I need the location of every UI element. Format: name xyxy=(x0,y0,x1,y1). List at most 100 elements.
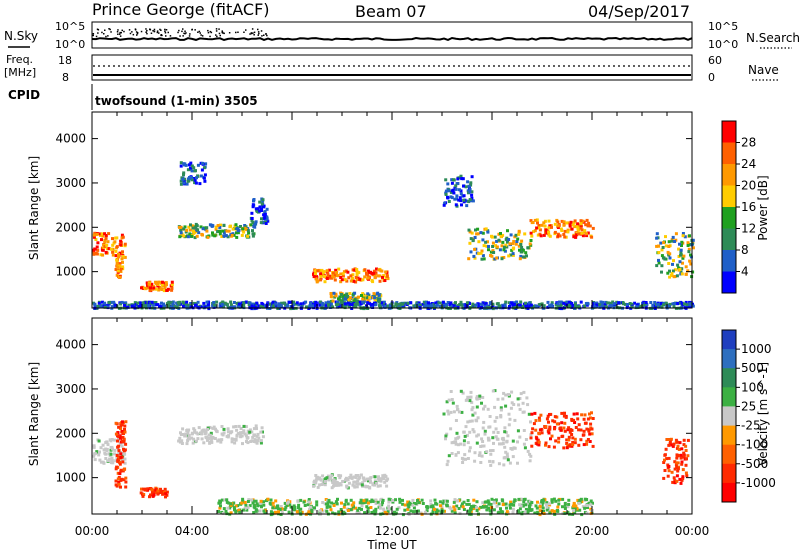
data-cell xyxy=(123,255,127,259)
data-cell xyxy=(572,221,576,225)
data-cell xyxy=(489,452,493,456)
data-cell xyxy=(530,444,534,448)
power-cbar-label: Power [dB] xyxy=(756,175,770,240)
data-cell xyxy=(450,452,454,455)
data-cell xyxy=(151,494,155,498)
data-cell xyxy=(240,233,244,237)
data-cell xyxy=(660,305,664,309)
data-cell xyxy=(444,178,448,182)
data-cell xyxy=(355,278,359,282)
data-cell xyxy=(365,505,369,509)
data-cell xyxy=(677,255,681,258)
data-cell xyxy=(241,227,245,231)
data-cell xyxy=(591,417,595,420)
data-cell xyxy=(338,482,342,486)
data-cell xyxy=(121,250,124,254)
data-cell xyxy=(383,510,387,514)
data-cell xyxy=(332,504,336,507)
data-cell xyxy=(380,269,384,273)
data-cell xyxy=(551,419,555,423)
nsearch-point xyxy=(219,34,221,37)
data-cell xyxy=(338,476,342,480)
data-cell xyxy=(220,425,224,428)
data-cell xyxy=(156,489,160,493)
colorbar-tick-label: 100 xyxy=(741,380,764,394)
data-cell xyxy=(366,506,370,510)
data-cell xyxy=(668,269,671,273)
data-cell xyxy=(411,503,415,507)
data-cell xyxy=(157,288,161,292)
data-cell xyxy=(165,289,169,292)
data-cell xyxy=(350,476,354,480)
data-cell xyxy=(571,504,575,508)
data-cell xyxy=(169,305,173,309)
data-cell xyxy=(675,466,679,469)
nsearch-point xyxy=(215,30,218,32)
data-cell xyxy=(510,248,514,252)
data-cell xyxy=(334,303,338,307)
data-cell xyxy=(104,457,108,460)
data-cell xyxy=(184,230,188,234)
data-cell xyxy=(110,445,114,449)
data-cell xyxy=(436,301,440,305)
data-cell xyxy=(447,200,451,203)
data-cell xyxy=(470,193,474,197)
data-cell xyxy=(446,196,450,200)
data-cell xyxy=(187,434,191,437)
data-cell xyxy=(500,257,504,261)
data-cell xyxy=(195,439,198,443)
data-cell xyxy=(468,198,472,201)
data-cell xyxy=(459,199,463,203)
data-cell xyxy=(664,302,668,306)
data-cell xyxy=(351,276,354,280)
data-cell xyxy=(470,231,474,235)
data-cell xyxy=(502,256,506,259)
data-cell xyxy=(293,507,297,511)
data-cell xyxy=(339,474,343,478)
data-cell xyxy=(488,459,492,463)
data-cell xyxy=(660,248,664,252)
data-cell xyxy=(541,506,545,510)
data-cell xyxy=(318,476,321,480)
data-cell xyxy=(206,438,209,442)
data-cell xyxy=(577,501,581,505)
data-cell xyxy=(462,508,466,511)
data-cell xyxy=(542,233,546,237)
data-cell xyxy=(672,304,676,308)
nsearch-point xyxy=(146,29,148,32)
nsearch-point xyxy=(215,28,218,30)
data-cell xyxy=(377,479,381,482)
data-cell xyxy=(115,465,119,469)
data-cell xyxy=(154,488,158,492)
data-cell xyxy=(98,458,102,462)
nsearch-point xyxy=(161,34,163,37)
data-cell xyxy=(468,430,472,434)
data-cell xyxy=(460,203,463,207)
data-cell xyxy=(573,511,577,515)
data-cell xyxy=(166,287,170,291)
data-cell xyxy=(452,505,456,509)
data-cell xyxy=(326,503,330,507)
data-cell xyxy=(583,304,587,308)
data-cell xyxy=(354,474,358,477)
data-cell xyxy=(241,508,245,512)
data-cell xyxy=(480,454,484,458)
data-cell xyxy=(473,505,477,509)
data-cell xyxy=(480,401,483,405)
data-cell xyxy=(591,501,594,505)
data-cell xyxy=(467,257,471,261)
data-cell xyxy=(242,429,246,433)
data-cell xyxy=(166,305,170,309)
data-cell xyxy=(124,485,128,489)
data-cell xyxy=(583,421,587,425)
data-cell xyxy=(92,233,96,237)
time-tick-label: 04:00 xyxy=(175,524,210,538)
data-cell xyxy=(95,245,99,249)
data-cell xyxy=(140,286,143,290)
nsearch-point xyxy=(253,31,256,34)
data-cell xyxy=(568,305,572,308)
data-cell xyxy=(452,304,456,308)
data-cell xyxy=(474,228,477,232)
data-cell xyxy=(347,298,351,302)
data-cell xyxy=(573,225,577,229)
